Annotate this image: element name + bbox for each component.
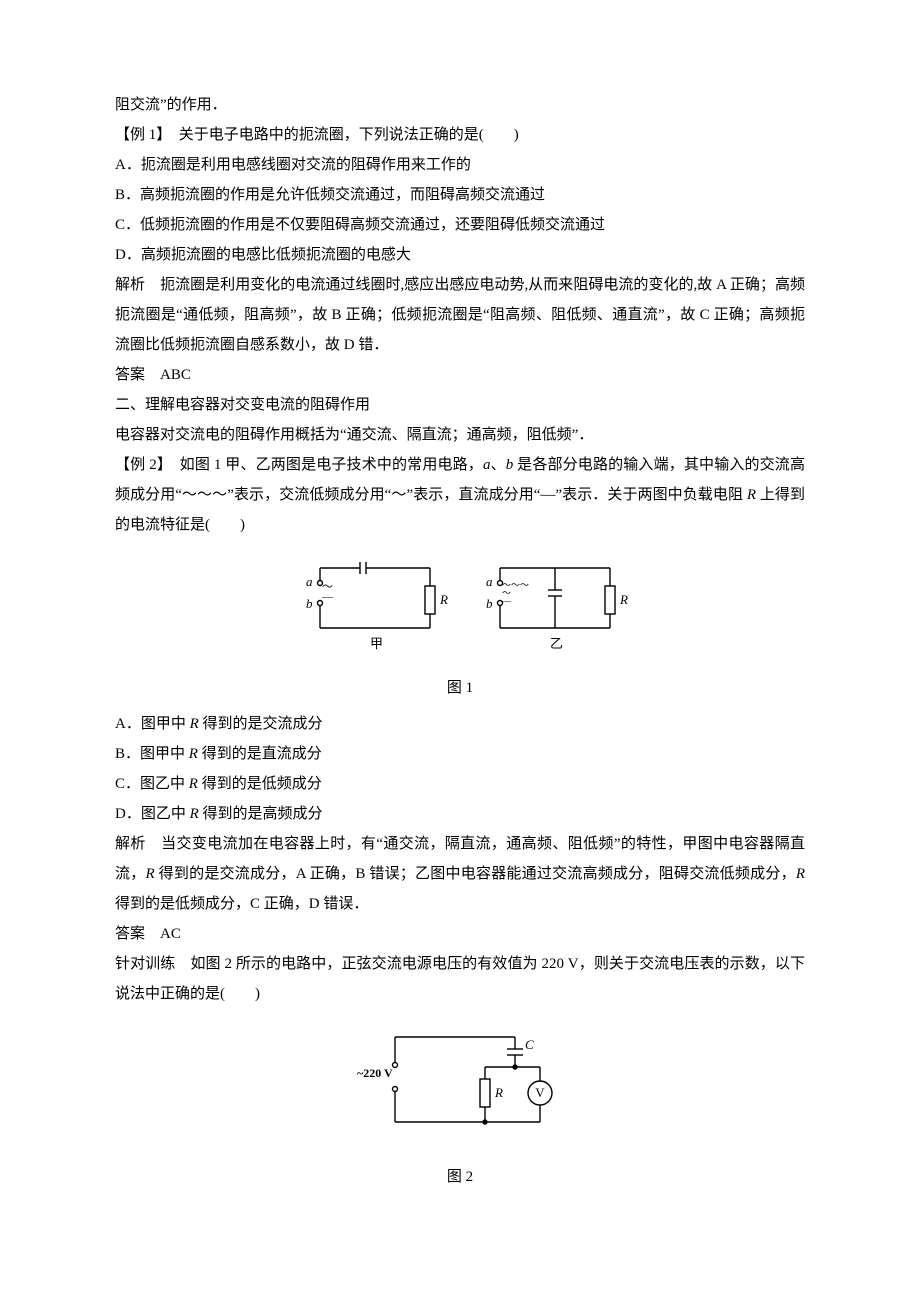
sym-r-4: R (189, 776, 198, 792)
ex2-opt-b-b: 得到的是直流成分 (198, 746, 322, 762)
circuit-diagram-1: a b R ～ — 甲 (280, 548, 640, 658)
ex2-opt-a: A．图甲中 R 得到的是交流成分 (115, 709, 805, 739)
section2-line: 电容器对交流电的阻碍作用概括为“通交流、隔直流；通高频，阻低频”． (115, 420, 805, 450)
fig1-label-b-jia: b (306, 596, 313, 611)
ex2-exp-c: 得到的是低频成分，C 正确，D 错误． (115, 896, 368, 912)
svg-text:—: — (321, 591, 334, 603)
ex2-opt-c-a: C．图乙中 (115, 776, 189, 792)
ex1-opt-d: D．高频扼流圈的电感比低频扼流圈的电感大 (115, 240, 805, 270)
ex2-title-b: 、 (490, 457, 505, 473)
sym-r-3: R (189, 746, 198, 762)
intro-tail: 阻交流”的作用． (115, 90, 805, 120)
figure-2: C R V ~220 V (115, 1017, 805, 1158)
ex2-opt-b: B．图甲中 R 得到的是直流成分 (115, 739, 805, 769)
fig2-label-src: ~220 V (357, 1066, 393, 1080)
fig1-label-b-yi: b (486, 596, 493, 611)
fig1-label-yi: 乙 (550, 636, 563, 651)
fig1-label-r-yi: R (619, 592, 628, 607)
ex2-opt-d-b: 得到的是高频成分 (199, 806, 323, 822)
ex2-opt-d-a: D．图乙中 (115, 806, 190, 822)
ex2-exp-b: 得到的是交流成分，A 正确，B 错误；乙图中电容器能通过交流高频成分，阻碍交流低… (155, 866, 796, 882)
practice-text: 针对训练 如图 2 所示的电路中，正弦交流电源电压的有效值为 220 V，则关于… (115, 949, 805, 1009)
ex2-explain: 解析 当交变电流加在电容器上时，有“通交流，隔直流，通高频、阻低频”的特性，甲图… (115, 829, 805, 919)
fig2-label-r: R (494, 1085, 503, 1100)
section2-title: 二、理解电容器对交变电流的阻碍作用 (115, 390, 805, 420)
ex2-opt-b-a: B．图甲中 (115, 746, 189, 762)
circuit-diagram-2: C R V ~220 V (355, 1017, 565, 1147)
svg-text:—: — (501, 596, 512, 606)
ex1-title: 【例 1】 关于电子电路中的扼流圈，下列说法正确的是( ) (115, 120, 805, 150)
sym-r-5: R (190, 806, 199, 822)
ex1-explain: 解析 扼流圈是利用变化的电流通过线圈时,感应出感应电动势,从而来阻碍电流的变化的… (115, 270, 805, 360)
ex2-opt-a-a: A．图甲中 (115, 716, 190, 732)
ex2-title-a: 【例 2】 如图 1 甲、乙两图是电子技术中的常用电路， (115, 457, 483, 473)
ex1-answer: 答案 ABC (115, 360, 805, 390)
fig1-label-a-yi: a (486, 574, 493, 589)
sym-r-2: R (190, 716, 199, 732)
fig2-caption: 图 2 (115, 1162, 805, 1192)
ex1-opt-c: C．低频扼流圈的作用是不仅要阻碍高频交流通过，还要阻碍低频交流通过 (115, 210, 805, 240)
fig1-caption: 图 1 (115, 673, 805, 703)
fig1-label-r-jia: R (439, 592, 448, 607)
fig1-label-jia: 甲 (370, 636, 383, 651)
sym-r-1: R (747, 487, 756, 503)
ex1-opt-b: B．高频扼流圈的作用是允许低频交流通过，而阻碍高频交流通过 (115, 180, 805, 210)
page: 阻交流”的作用． 【例 1】 关于电子电路中的扼流圈，下列说法正确的是( ) A… (0, 0, 920, 1302)
fig2-label-c: C (525, 1037, 534, 1052)
ex2-opt-c: C．图乙中 R 得到的是低频成分 (115, 769, 805, 799)
sym-r-6: R (145, 866, 154, 882)
ex2-opt-d: D．图乙中 R 得到的是高频成分 (115, 799, 805, 829)
fig1-label-a-jia: a (306, 574, 313, 589)
figure-1: a b R ～ — 甲 (115, 548, 805, 669)
ex2-opt-c-b: 得到的是低频成分 (198, 776, 322, 792)
ex2-opt-a-b: 得到的是交流成分 (199, 716, 323, 732)
fig2-meter: V (535, 1085, 545, 1100)
ex2-title: 【例 2】 如图 1 甲、乙两图是电子技术中的常用电路，a、b 是各部分电路的输… (115, 450, 805, 540)
ex1-opt-a: A．扼流圈是利用电感线圈对交流的阻碍作用来工作的 (115, 150, 805, 180)
sym-r-7: R (796, 866, 805, 882)
ex2-answer: 答案 AC (115, 919, 805, 949)
